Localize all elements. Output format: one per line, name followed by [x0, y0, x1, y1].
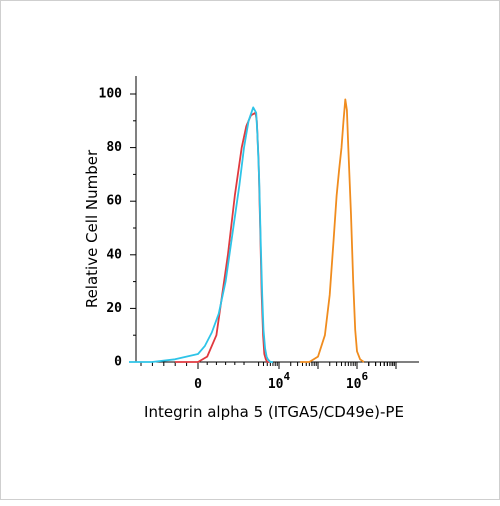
series-layer [129, 98, 365, 363]
y-tick-label: 60 [106, 194, 122, 209]
x-axis-ticks [140, 362, 397, 369]
y-tick-labels: 0 20 40 60 80 100 [99, 87, 123, 370]
x-tick-label-base: 10 [346, 377, 362, 392]
y-tick-label: 80 [106, 140, 122, 155]
x-tick-labels: 0 104 106 [194, 370, 368, 392]
histogram-series-line-2 [129, 106, 273, 363]
y-tick-label: 40 [106, 247, 122, 262]
x-axis-title: Integrin alpha 5 (ITGA5/CD49e)-PE [144, 403, 404, 421]
y-tick-label: 0 [114, 355, 122, 370]
x-tick-label-1e6: 106 [346, 370, 369, 392]
x-tick-label-base: 10 [268, 377, 284, 392]
histogram-series-line-1 [175, 111, 271, 363]
x-tick-label-exponent: 6 [362, 370, 369, 383]
y-tick-label: 20 [106, 301, 122, 316]
y-tick-label: 100 [99, 87, 123, 102]
histogram-series-line-3 [300, 98, 365, 363]
y-axis-ticks [130, 93, 136, 363]
x-tick-label-zero: 0 [194, 377, 202, 392]
y-axis-title: Relative Cell Number [83, 149, 101, 308]
x-tick-label-base: 0 [194, 377, 202, 392]
x-tick-label-1e4: 104 [268, 370, 291, 392]
x-tick-label-exponent: 4 [284, 370, 291, 383]
